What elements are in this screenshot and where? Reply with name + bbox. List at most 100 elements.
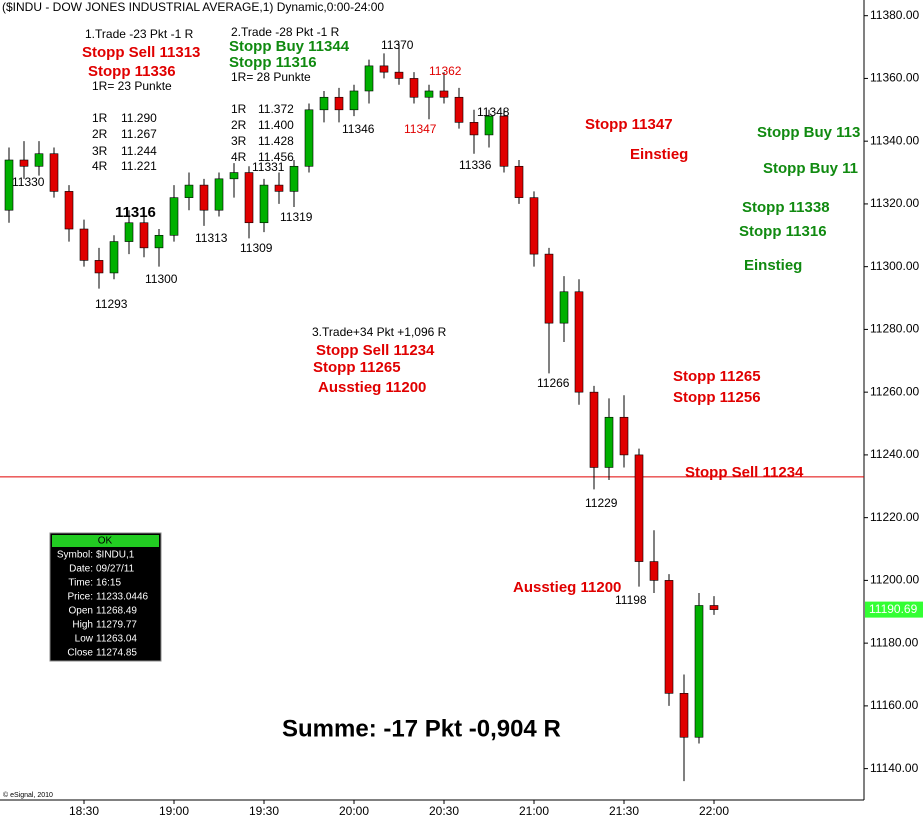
candle-body: [529, 197, 539, 255]
info-value: 11263.04: [96, 634, 137, 645]
candle-body: [679, 693, 689, 738]
info-value: 11268.49: [96, 606, 137, 617]
x-tick-label: 20:30: [429, 804, 459, 818]
annotation: Stopp Sell 11313: [82, 44, 200, 61]
candle-body: [544, 253, 554, 324]
info-box: [49, 532, 162, 662]
candle-body: [109, 241, 119, 274]
annotation: 2R: [92, 127, 108, 141]
candle-body: [709, 605, 719, 610]
annotation: Stopp 11338: [742, 199, 830, 216]
annotation: 11319: [280, 210, 313, 224]
y-tick-label: 11320.00: [870, 196, 919, 210]
annotation: 2R: [231, 118, 247, 132]
candle-body: [64, 191, 74, 230]
info-value: 11274.85: [96, 648, 137, 659]
x-tick-label: 20:00: [339, 804, 369, 818]
x-tick-label: 18:30: [69, 804, 99, 818]
x-tick-label: 21:00: [519, 804, 549, 818]
candle-body: [139, 222, 149, 249]
candle-body: [34, 153, 44, 167]
annotation: 1.Trade -23 Pkt -1 R: [85, 27, 194, 41]
candle-body: [19, 159, 29, 167]
candle-body: [94, 260, 104, 274]
y-tick-label: 11180.00: [870, 635, 919, 649]
y-tick-label: 11300.00: [870, 259, 919, 273]
candle-body: [469, 122, 479, 136]
candle-body: [199, 184, 209, 211]
annotation: Stopp Sell 11234: [685, 464, 804, 481]
candle-body: [589, 391, 599, 468]
y-tick-label: 11260.00: [870, 384, 919, 398]
y-tick-label: 11380.00: [870, 8, 919, 22]
candle-body: [349, 90, 359, 111]
annotation: 11198: [615, 593, 647, 607]
candle-body: [409, 78, 419, 98]
candle-body: [319, 96, 329, 111]
annotation: 11229: [585, 496, 618, 510]
annotation: 3R: [92, 144, 108, 158]
info-value: $INDU,1: [96, 550, 135, 561]
annotation: Stopp Buy 113: [757, 124, 860, 141]
candle-body: [79, 228, 89, 261]
info-value: 09/27/11: [96, 564, 135, 575]
annotation: 4R: [231, 150, 247, 164]
candle-body: [424, 90, 434, 98]
annotation: Stopp Buy 11344: [229, 38, 350, 55]
y-tick-label: 11160.00: [870, 698, 919, 712]
x-tick-label: 19:30: [249, 804, 279, 818]
info-box-title: OK: [98, 536, 113, 547]
candle-body: [124, 222, 134, 242]
annotation: Ausstieg 11200: [513, 579, 621, 596]
candle-body: [169, 197, 179, 236]
annotation: 11362: [429, 64, 462, 78]
annotation: 3.Trade+34 Pkt +1,096 R: [312, 325, 447, 339]
y-tick-label: 11340.00: [870, 133, 919, 147]
candle-body: [574, 291, 584, 393]
annotation: 11.221: [121, 159, 157, 173]
annotation: 11346: [342, 122, 375, 136]
candle-body: [364, 65, 374, 92]
x-tick-label: 19:00: [159, 804, 189, 818]
annotation: 1R: [231, 102, 247, 116]
info-label: Symbol:: [57, 550, 93, 561]
candle-body: [694, 605, 704, 738]
y-tick-label: 11200.00: [870, 573, 919, 587]
annotation: Einstieg: [630, 146, 688, 163]
annotation: 11348: [477, 105, 510, 119]
annotation: Stopp 11265: [313, 359, 401, 376]
candle-body: [289, 165, 299, 192]
y-tick-label: 11140.00: [870, 761, 919, 775]
y-tick-label: 11280.00: [870, 322, 919, 336]
y-tick-label: 11360.00: [870, 71, 919, 85]
annotation: Stopp 11336: [88, 63, 176, 80]
y-tick-label: 11220.00: [870, 510, 919, 524]
annotation: Stopp Sell 11234: [316, 342, 435, 359]
candle-body: [619, 416, 629, 456]
annotation: Ausstieg 11200: [318, 379, 426, 396]
candle-body: [394, 71, 404, 79]
annotation: Stopp 11316: [739, 223, 827, 240]
annotation: 2.Trade -28 Pkt -1 R: [231, 25, 340, 39]
last-price-label: 11190.69: [869, 602, 918, 616]
info-label: Close: [67, 648, 93, 659]
annotation: 11330: [12, 175, 45, 189]
annotation: 11.244: [121, 144, 157, 158]
info-value: 11233.0446: [96, 592, 149, 603]
chart-title: ($INDU - DOW JONES INDUSTRIAL AVERAGE,1)…: [2, 0, 384, 14]
candle-body: [214, 178, 224, 211]
candle-body: [514, 165, 524, 198]
candle-body: [259, 184, 269, 224]
candle-body: [454, 96, 464, 123]
x-tick-label: 22:00: [699, 804, 729, 818]
candle-body: [379, 65, 389, 73]
annotation: 11293: [95, 297, 128, 311]
annotation: 11.372: [258, 102, 294, 116]
info-label: Time:: [68, 578, 93, 589]
annotation: 11336: [459, 158, 492, 172]
annotation: 11.400: [258, 118, 294, 132]
candle-body: [49, 153, 59, 192]
annotation: Stopp 11265: [673, 368, 761, 385]
annotation: Stopp 11256: [673, 389, 761, 406]
